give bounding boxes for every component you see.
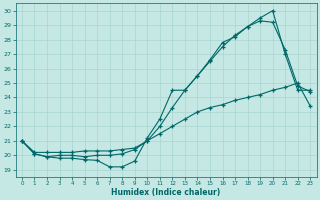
X-axis label: Humidex (Indice chaleur): Humidex (Indice chaleur) [111, 188, 221, 197]
